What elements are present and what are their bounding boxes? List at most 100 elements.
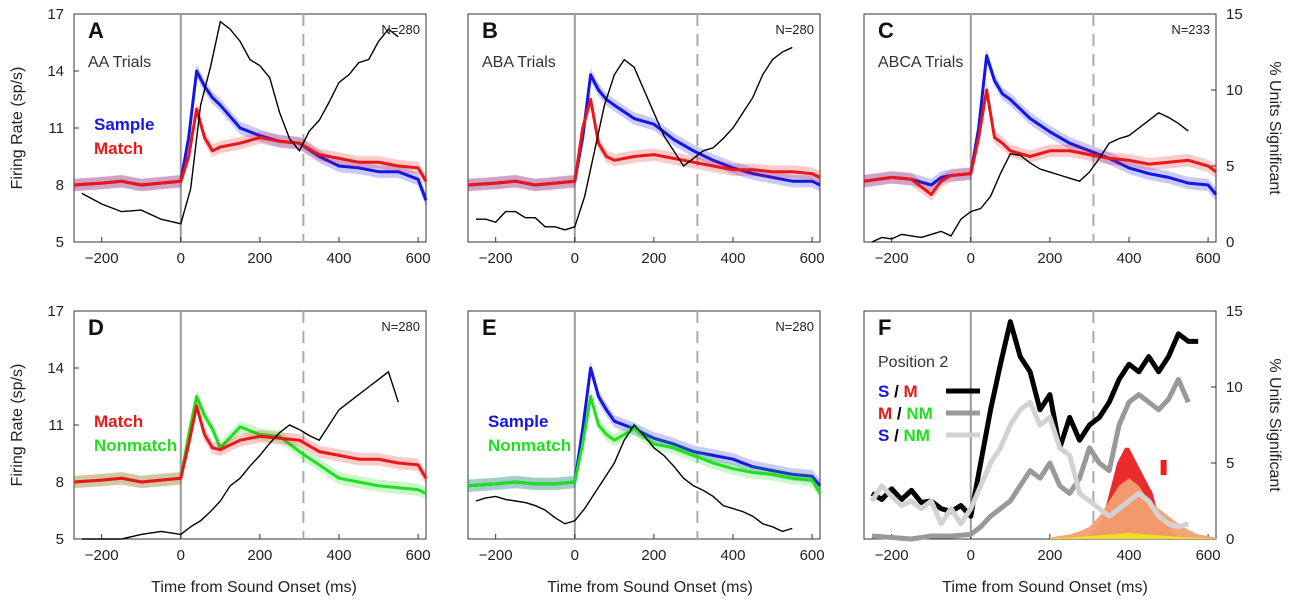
y-tick-label: 14 (47, 360, 64, 377)
x-tick-label: 200 (1037, 250, 1062, 267)
x-tick-label: 600 (406, 250, 431, 267)
significance-line (81, 370, 399, 540)
series-sample (863, 54, 1218, 196)
series-nonmatch (467, 395, 822, 495)
x-tick-label: 0 (571, 547, 579, 564)
ylabel-right-top: % Units Significant (1266, 61, 1283, 195)
series-match (73, 404, 428, 484)
series-match (863, 88, 1217, 196)
y-tick-label: 8 (56, 474, 64, 491)
legend-nonmatch: Nonmatch (488, 436, 571, 455)
x-tick-label: 600 (800, 547, 825, 564)
xlabel-d: Time from Sound Onset (ms) (151, 579, 357, 596)
ylabel-right-bottom: % Units Significant (1266, 358, 1283, 492)
legend-sample: Sample (488, 412, 548, 431)
legend-part: S (878, 426, 889, 445)
x-tick-label: 200 (641, 547, 666, 564)
significance-line (871, 111, 1189, 243)
right-y-tick-label: 15 (1226, 303, 1243, 320)
panel-subtitle: AA Trials (88, 54, 151, 71)
significance-line (475, 46, 793, 231)
x-tick-label: 0 (967, 547, 975, 564)
right-y-tick-label: 10 (1226, 82, 1243, 99)
x-tick-label: −200 (479, 250, 513, 267)
right-y-tick-label: 5 (1226, 455, 1234, 472)
legend-part: M (904, 382, 918, 401)
legend-sample: Sample (94, 115, 154, 134)
significance-line (475, 423, 793, 533)
legend-nonmatch: Nonmatch (94, 436, 177, 455)
x-tick-label: 0 (571, 250, 579, 267)
xlabel-f: Time from Sound Onset (ms) (942, 579, 1148, 596)
legend-match: Match (94, 139, 143, 158)
x-tick-label: 200 (641, 250, 666, 267)
x-tick-label: 400 (720, 547, 745, 564)
axes-frame (863, 13, 1217, 243)
axes-frame (863, 310, 1217, 540)
n-label: N=233 (1171, 22, 1210, 37)
x-tick-label: −200 (85, 547, 119, 564)
legend-match: Match (94, 412, 143, 431)
legend-entry: S / NM (878, 426, 930, 445)
x-tick-label: 200 (1037, 547, 1062, 564)
x-tick-label: −200 (85, 250, 119, 267)
right-y-tick-label: 0 (1226, 531, 1234, 548)
panel-letter: F (878, 315, 891, 340)
panel-letter: B (482, 18, 498, 43)
x-tick-label: 600 (406, 547, 431, 564)
x-tick-label: 200 (247, 547, 272, 564)
ylabel-left-top: Firing Rate (sp/s) (9, 67, 26, 190)
error-band-match (467, 93, 821, 192)
x-tick-label: 400 (720, 250, 745, 267)
x-tick-label: 600 (800, 250, 825, 267)
panel-subtitle: Position 2 (878, 354, 948, 371)
histogram-yellow (1049, 532, 1216, 539)
legend-entry: M / NM (878, 404, 933, 423)
right-y-tick-label: 15 (1226, 6, 1243, 23)
panel-b: −200 0 200 400 600 B ABA Trials N=280 (467, 13, 825, 267)
series-s-nm (869, 399, 1190, 530)
panel-letter: A (88, 18, 104, 43)
x-tick-label: 600 (1196, 250, 1221, 267)
x-tick-label: −200 (875, 547, 909, 564)
legend-part: M (878, 404, 892, 423)
right-y-tick-label: 5 (1226, 158, 1234, 175)
panel-d: −200 0 200 400 600 5 8 11 14 17 D N=280 Match Nonmatc… (47, 303, 430, 564)
legend-part: NM (906, 404, 932, 423)
panel-letter: C (878, 18, 894, 43)
x-tick-label: 400 (326, 250, 351, 267)
x-tick-label: 0 (967, 250, 975, 267)
y-tick-label: 8 (56, 177, 64, 194)
axes-frame (467, 310, 821, 540)
y-tick-label: 5 (56, 234, 64, 251)
n-label: N=280 (381, 22, 420, 37)
legend-part: S (878, 382, 889, 401)
ylabel-left-bottom: Firing Rate (sp/s) (9, 364, 26, 487)
y-tick-label: 5 (56, 531, 64, 548)
panel-letter: D (88, 315, 104, 340)
series-m-nm (871, 376, 1191, 542)
x-tick-label: 0 (177, 547, 185, 564)
panel-subtitle: ABCA Trials (878, 54, 963, 71)
legend-part: / (892, 404, 906, 423)
panel-e: −200 0 200 400 600 E N=280 Sample Nonmatch (467, 310, 825, 564)
legend-part: NM (904, 426, 930, 445)
legend-part: / (889, 426, 903, 445)
x-tick-label: 400 (1116, 250, 1141, 267)
x-tick-label: −200 (479, 547, 513, 564)
significance-line (81, 20, 399, 225)
y-tick-label: 17 (47, 303, 64, 320)
y-tick-label: 14 (47, 63, 64, 80)
legend-part: / (889, 382, 903, 401)
panel-a: −200 0 200 400 600 5 8 11 14 17 A AA Trials N=280 Sam… (47, 6, 430, 267)
axes-frame (467, 13, 821, 243)
x-tick-label: 200 (247, 250, 272, 267)
histogram-bar (1160, 459, 1167, 476)
y-tick-label: 17 (47, 6, 64, 23)
panel-letter: E (482, 315, 497, 340)
y-tick-label: 11 (48, 120, 64, 137)
panel-c: −200 0 200 400 600 0 5 10 15 C ABCA Trials N=233 (863, 6, 1243, 267)
series-match (73, 107, 428, 187)
